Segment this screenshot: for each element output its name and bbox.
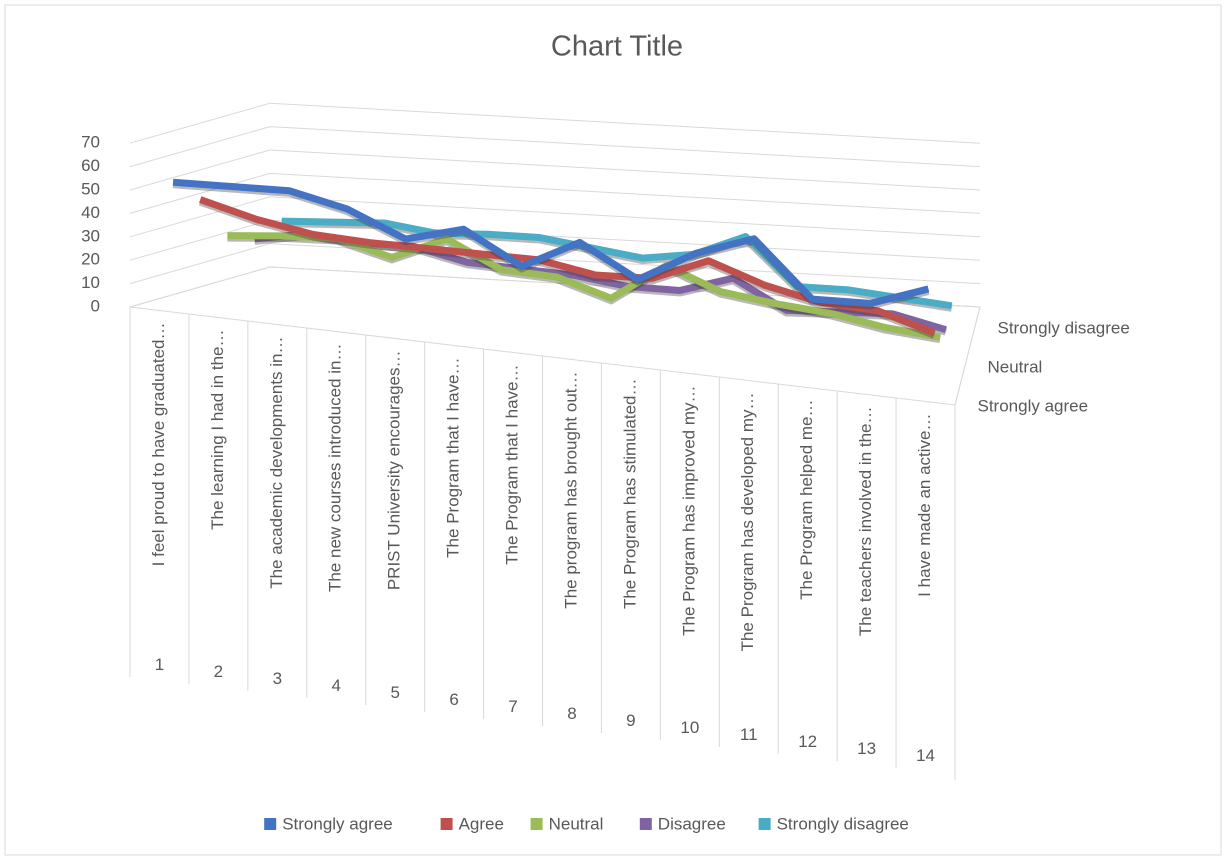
depth-axis [954, 306, 981, 406]
chart-title: Chart Title [551, 31, 683, 63]
y-tick-label: 70 [81, 133, 100, 152]
y-tick-label: 10 [81, 273, 100, 292]
x-tick-label: The Program has improved my… [679, 386, 698, 636]
chart-border [4, 4, 1222, 856]
x-group-label: 3 [273, 669, 282, 688]
x-group-label: 1 [155, 655, 164, 674]
y-tick-label: 30 [81, 226, 100, 245]
x-tick-label: The learning I had in the… [208, 330, 227, 530]
series-line [172, 178, 930, 307]
x-tick-label: The academic developments in… [267, 337, 286, 589]
grid-line [129, 196, 981, 238]
x-group-label: 2 [214, 662, 223, 681]
x-tick-label: The Program helped me… [797, 400, 816, 600]
legend-label: Neutral [549, 814, 604, 833]
x-tick-label: The Program has developed my… [738, 393, 757, 652]
x-group-label: 12 [798, 732, 817, 751]
x-tick-label: The Program that I have… [503, 365, 522, 565]
x-tick-label: I feel proud to have graduated… [149, 323, 168, 567]
legend-label: Agree [459, 814, 504, 833]
y-tick-label: 60 [81, 156, 100, 175]
y-tick-label: 40 [81, 203, 100, 222]
x-group-label: 5 [390, 683, 399, 702]
x-group-label: 11 [740, 725, 758, 744]
depth-tick-label: Strongly agree [978, 397, 1089, 416]
grid-line [129, 102, 981, 144]
series-line [281, 217, 953, 310]
legend-label: Disagree [658, 814, 726, 833]
x-tick-label: The new courses introduced in… [326, 344, 345, 593]
legend-swatch [440, 818, 453, 830]
x-group-label: 13 [857, 739, 876, 758]
legend-swatch [530, 818, 543, 830]
x-tick-label: The teachers involved in the… [856, 407, 875, 637]
x-tick-label: The program has brought out… [561, 372, 580, 609]
legend-swatch [639, 818, 652, 830]
x-group-label: 8 [567, 704, 576, 723]
depth-tick-label: Strongly disagree [998, 318, 1130, 337]
y-tick-label: 0 [91, 296, 100, 315]
grid-line [129, 149, 981, 191]
x-tick-label: I have made an active… [915, 414, 934, 597]
legend-swatch [758, 818, 771, 830]
grid-line [129, 126, 981, 168]
grid-line [129, 243, 981, 285]
y-tick-label: 20 [81, 250, 100, 269]
x-group-label: 4 [332, 676, 341, 695]
x-tick-label: The Program has stimulated… [620, 379, 639, 610]
x-tick-label: PRIST University encourages… [385, 351, 404, 591]
legend-label: Strongly agree [282, 814, 393, 833]
grid-line [129, 172, 981, 214]
x-group-label: 10 [680, 718, 699, 737]
x-group-label: 6 [449, 690, 458, 709]
x-tick-label: The Program that I have… [444, 358, 463, 558]
x-group-label: 7 [508, 697, 517, 716]
depth-tick-label: Neutral [988, 357, 1043, 376]
legend-label: Strongly disagree [777, 814, 909, 833]
y-tick-label: 50 [81, 179, 100, 198]
x-group-label: 14 [916, 746, 935, 765]
x-group-label: 9 [626, 711, 635, 730]
legend-swatch [264, 818, 277, 830]
